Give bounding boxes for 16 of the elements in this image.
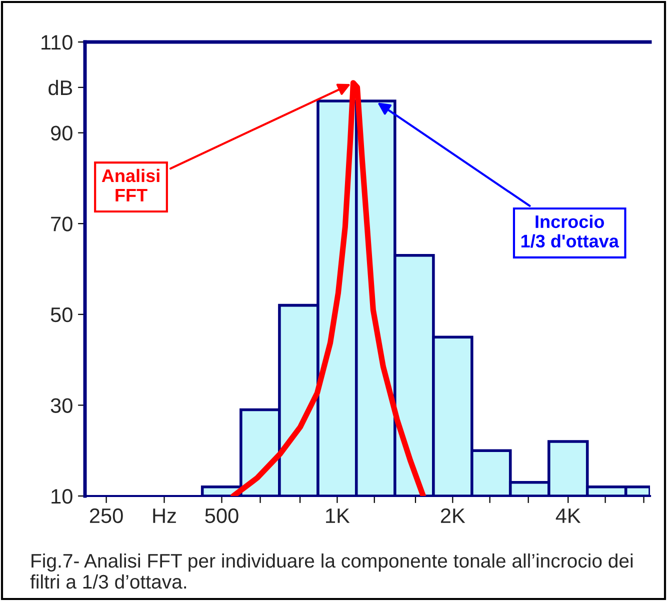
y-tick-label: 10 xyxy=(52,489,72,504)
x-tick-label: 4K xyxy=(556,508,581,523)
annotation: Analisi FFT xyxy=(102,168,160,202)
annotation: Incrocio 1/3 d'ottava xyxy=(521,214,620,248)
caption: Fig.7- Analisi FFT per individuare la componente tonale all’incrocio dei filtri a 1/3 d’ottava. xyxy=(30,553,633,589)
x-tick-label: 1K xyxy=(326,508,350,523)
x-tick-label: 250 xyxy=(90,508,123,524)
x-tick-label: 2K xyxy=(440,508,466,523)
y-tick-label: 90 xyxy=(51,126,72,141)
x-tick-label: Hz xyxy=(153,508,176,523)
y-tick-label: 50 xyxy=(50,307,72,322)
y-tick-label: 110 xyxy=(42,35,72,50)
y-tick-label: 70 xyxy=(51,216,72,232)
x-tick-label: 500 xyxy=(205,508,238,524)
y-tick-label: dB xyxy=(48,80,72,96)
y-tick-label: 30 xyxy=(50,398,72,413)
